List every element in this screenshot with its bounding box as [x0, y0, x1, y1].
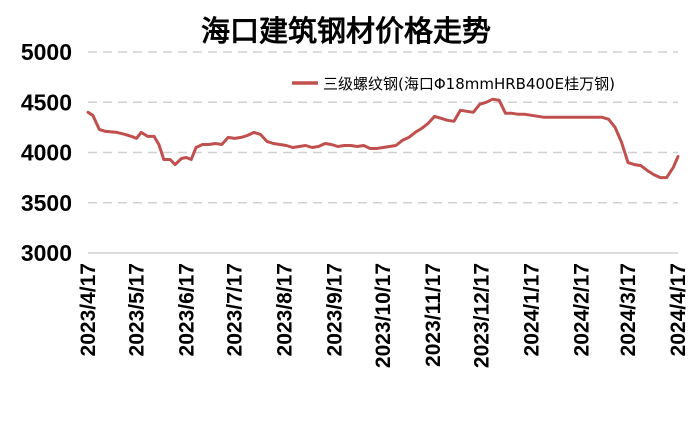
y-tick-label: 4000 — [21, 140, 72, 166]
x-tick-label: 2024/2/17 — [570, 263, 593, 356]
series-line-0 — [86, 97, 680, 180]
series-layer — [86, 97, 680, 180]
legend: 三级螺纹钢(海口Φ18mmHRB400E桂万钢) — [292, 75, 615, 93]
y-tick-label: 3500 — [21, 190, 72, 216]
x-tick-label: 2023/6/17 — [175, 263, 198, 356]
x-tick-label: 2024/3/17 — [617, 263, 640, 356]
x-tick-label: 2023/12/17 — [470, 263, 493, 368]
x-tick-label: 2023/9/17 — [324, 263, 347, 356]
x-tick-label: 2024/1/17 — [520, 263, 543, 356]
y-tick-label: 3000 — [21, 240, 72, 266]
gridlines — [88, 51, 678, 254]
y-axis-ticks: 3000 3500 4000 4500 5000 — [21, 39, 72, 266]
x-tick-label: 2023/10/17 — [372, 263, 395, 368]
legend-label: 三级螺纹钢(海口Φ18mmHRB400E桂万钢) — [323, 75, 615, 93]
x-axis-ticks: 2023/4/17 2023/5/17 2023/6/17 2023/7/17 2023… — [77, 263, 690, 368]
x-tick-label: 2023/8/17 — [274, 263, 297, 356]
y-tick-label: 5000 — [21, 39, 72, 65]
y-tick-label: 4500 — [21, 89, 72, 115]
chart-title: 海口建筑钢材价格走势 — [201, 14, 491, 48]
x-tick-label: 2023/11/17 — [422, 263, 445, 367]
x-tick-label: 2023/4/17 — [77, 263, 100, 356]
x-tick-label: 2024/4/17 — [667, 263, 690, 356]
x-tick-label: 2023/5/17 — [125, 263, 148, 356]
x-tick-label: 2023/7/17 — [224, 263, 247, 356]
